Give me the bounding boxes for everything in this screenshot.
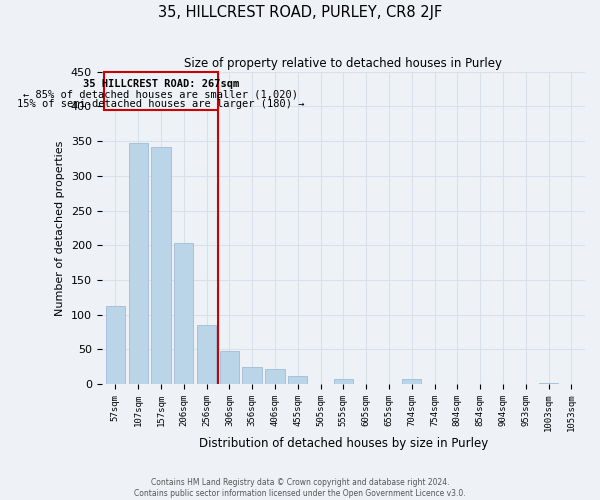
Bar	[106, 306, 125, 384]
Bar	[242, 366, 262, 384]
Bar	[402, 378, 421, 384]
Bar	[539, 382, 558, 384]
Text: 35, HILLCREST ROAD, PURLEY, CR8 2JF: 35, HILLCREST ROAD, PURLEY, CR8 2JF	[158, 5, 442, 20]
Text: 15% of semi-detached houses are larger (180) →: 15% of semi-detached houses are larger (…	[17, 98, 305, 108]
FancyBboxPatch shape	[104, 72, 218, 110]
X-axis label: Distribution of detached houses by size in Purley: Distribution of detached houses by size …	[199, 437, 488, 450]
Bar	[174, 243, 193, 384]
Text: ← 85% of detached houses are smaller (1,020): ← 85% of detached houses are smaller (1,…	[23, 89, 298, 99]
Bar	[151, 146, 170, 384]
Bar	[334, 379, 353, 384]
Bar	[220, 352, 239, 384]
Title: Size of property relative to detached houses in Purley: Size of property relative to detached ho…	[184, 58, 502, 70]
Text: 35 HILLCREST ROAD: 267sqm: 35 HILLCREST ROAD: 267sqm	[83, 78, 239, 88]
Bar	[128, 143, 148, 384]
Bar	[288, 376, 307, 384]
Y-axis label: Number of detached properties: Number of detached properties	[55, 140, 65, 316]
Bar	[265, 369, 284, 384]
Text: Contains HM Land Registry data © Crown copyright and database right 2024.
Contai: Contains HM Land Registry data © Crown c…	[134, 478, 466, 498]
Bar	[197, 325, 216, 384]
